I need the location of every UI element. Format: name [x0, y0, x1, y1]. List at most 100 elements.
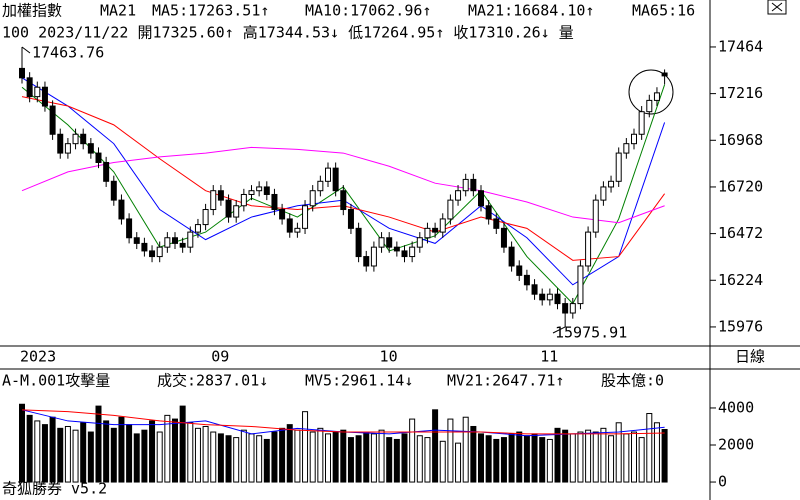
candle-body — [340, 190, 347, 211]
candle-body — [455, 190, 462, 201]
candle-body — [386, 237, 393, 248]
volume-bar — [118, 416, 125, 483]
candle-body — [309, 190, 316, 207]
candle-body — [210, 190, 217, 211]
candle-body — [217, 190, 224, 201]
volume-bar — [615, 422, 622, 483]
volume-bar — [585, 429, 592, 483]
legend-entry: MV5:2961.14↓ — [305, 372, 413, 390]
volume-bar — [500, 437, 507, 483]
candle-body — [600, 186, 607, 201]
candle-body — [95, 152, 102, 163]
volume-bar — [592, 431, 599, 483]
y-tick-label: 16472 — [718, 224, 763, 242]
volume-bar — [164, 414, 171, 483]
candle-body — [187, 231, 194, 248]
volume-bar — [493, 438, 500, 483]
candle-body — [585, 231, 592, 267]
volume-bar — [225, 435, 232, 483]
volume-bar — [325, 433, 331, 483]
y-tick-label: 0 — [718, 473, 727, 491]
y-tick-label: 4000 — [718, 398, 754, 416]
volume-bar — [57, 427, 64, 483]
candle-body — [623, 143, 630, 154]
candle-body — [432, 227, 439, 233]
ma-line — [21, 409, 665, 435]
candle-body — [256, 186, 263, 192]
candle-body — [294, 227, 301, 233]
candle-body — [286, 218, 293, 233]
candle-body — [447, 199, 454, 220]
close-icon — [771, 2, 783, 12]
candle-body — [508, 246, 515, 267]
candle-body — [248, 190, 255, 195]
volume-bar — [156, 431, 163, 483]
candle-body — [546, 293, 553, 301]
candle-body — [19, 67, 25, 79]
candle-body — [325, 167, 331, 182]
volume-bar — [646, 413, 653, 483]
chart-title: 加權指數 — [2, 2, 62, 20]
volume-bar — [363, 431, 370, 483]
candle-body — [569, 303, 576, 314]
candle-body — [646, 99, 653, 113]
volume-bar — [187, 422, 194, 483]
volume-bar — [317, 427, 324, 483]
candle-body — [164, 237, 171, 248]
candle-body — [263, 186, 270, 195]
candle-body — [653, 92, 660, 101]
quote-info: 100 2023/11/22 開17325.60↑ 高17344.53↓ 低17… — [2, 24, 574, 42]
candle-body — [592, 199, 599, 233]
volume-bar — [470, 425, 477, 483]
subtitle: MA21 — [100, 2, 136, 20]
candle-body — [401, 250, 408, 258]
volume-bar — [355, 435, 362, 483]
candle-body — [485, 205, 492, 220]
y-tick-label: 17464 — [718, 37, 763, 55]
candle-body — [355, 227, 362, 258]
volume-bar — [309, 431, 316, 483]
y-tick-label: 16224 — [718, 271, 763, 289]
legend-entry: MA5:17263.51↑ — [152, 2, 269, 20]
volume-bar — [286, 424, 293, 483]
candle-body — [26, 77, 33, 98]
volume-bar — [393, 438, 400, 483]
volume-bar — [34, 420, 41, 483]
volume-bar — [577, 431, 584, 483]
volume-bar — [126, 424, 133, 483]
legend-entry: MA21:16684.10↑ — [468, 2, 594, 20]
x-tick-label: 09 — [211, 348, 229, 366]
volume-bar — [386, 437, 393, 483]
candle-body — [317, 180, 324, 192]
candle-body — [631, 133, 637, 145]
volume-bar — [49, 416, 56, 483]
candle-body — [615, 152, 622, 182]
volume-bar — [516, 431, 523, 483]
volume-bar — [409, 418, 416, 483]
candle-body — [500, 227, 507, 248]
volume-bar — [478, 433, 484, 483]
candle-body — [462, 178, 469, 192]
volume-bar — [569, 433, 576, 483]
candle-body — [638, 111, 645, 135]
candle-body — [539, 293, 546, 301]
legend-entry: MA10:17062.96↑ — [305, 2, 431, 20]
candle-body — [271, 193, 278, 211]
candle-body — [126, 218, 133, 239]
volume-bar — [72, 429, 79, 483]
footer: 奇狐勝券 v5.2 — [2, 480, 107, 498]
candle-body — [202, 209, 209, 226]
high-annotation: 17463.76 — [32, 44, 104, 62]
candle-body — [424, 227, 431, 239]
volume-bar — [508, 433, 515, 483]
candle-body — [118, 199, 125, 220]
candle-body — [240, 193, 247, 207]
candle-body — [378, 237, 385, 248]
volume-bar — [432, 409, 439, 483]
candle-body — [194, 224, 201, 233]
volume-bar — [141, 429, 148, 483]
y-tick-label: 16968 — [718, 131, 763, 149]
volume-bar — [562, 429, 569, 483]
header: 加權指數 MA21 100 2023/11/22 開17325.60↑ 高173… — [2, 2, 695, 42]
candle-body — [554, 293, 561, 305]
